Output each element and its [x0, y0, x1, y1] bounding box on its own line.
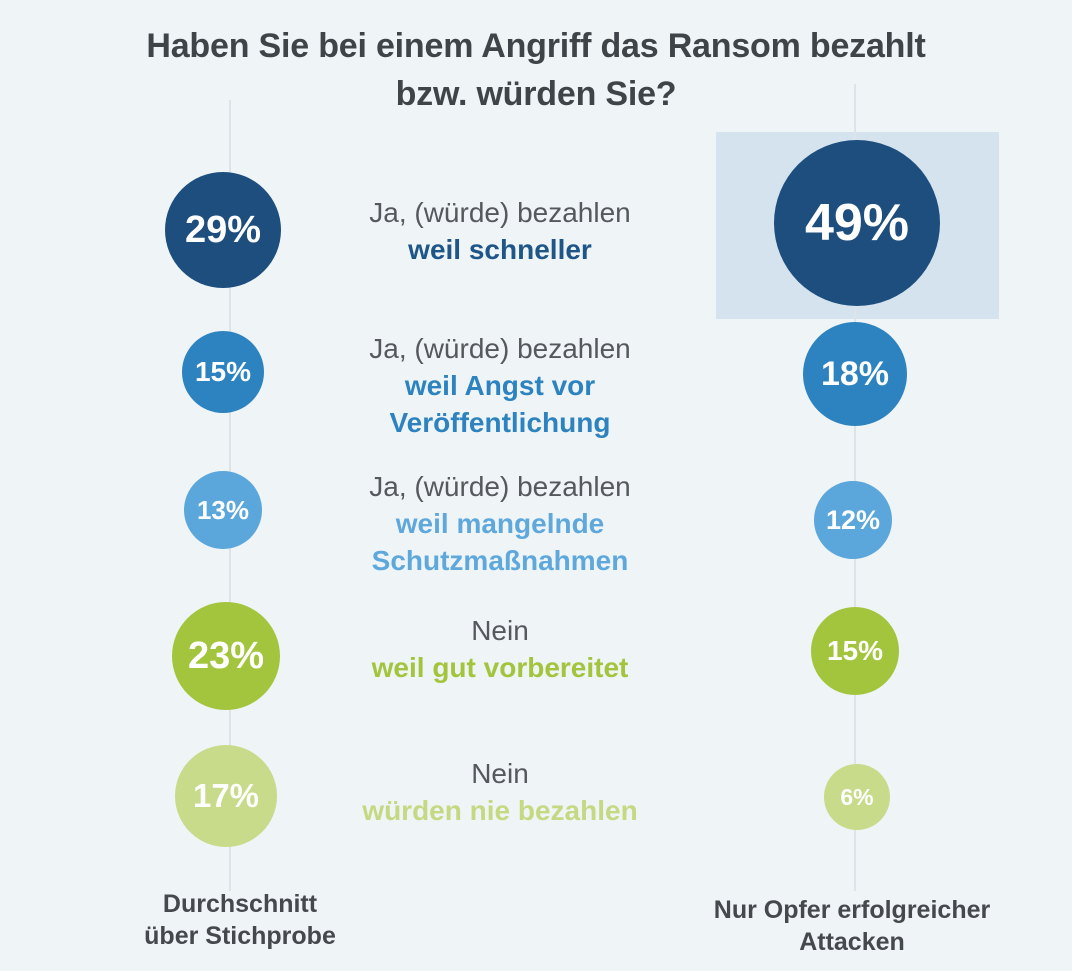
- right-bubble-row-2: 18%: [803, 322, 907, 426]
- left-bubble-row-5: 17%: [175, 745, 277, 847]
- row-label-block-4: Nein weil gut vorbereitet: [317, 612, 683, 686]
- row-label-block-1: Ja, (würde) bezahlen weil schneller: [317, 194, 683, 268]
- left-column-label: Durchschnitt über Stichprobe: [144, 890, 336, 950]
- row-answer-label: Ja, (würde) bezahlen: [369, 471, 631, 503]
- bubble-value-label: 15%: [194, 356, 252, 387]
- row-label-block-5: Nein würden nie bezahlen: [317, 755, 683, 829]
- right-bubble-row-4: 15%: [811, 607, 899, 695]
- right-bubble-row-1: 49%: [774, 140, 940, 306]
- chart-title: Haben Sie bei einem Angriff das Ransom b…: [146, 27, 926, 114]
- left-bubble-row-1: 29%: [165, 172, 281, 288]
- row-answer-label: Ja, (würde) bezahlen: [369, 196, 631, 228]
- right-bubble-row-5: 6%: [824, 764, 890, 830]
- row-answer-label: Nein: [471, 614, 529, 646]
- bubble-value-label: 13%: [196, 494, 250, 525]
- row-label-block-2: Ja, (würde) bezahlen weil Angst vor Veröf…: [317, 330, 683, 442]
- bubble-value-label: 18%: [820, 354, 890, 393]
- row-reason-label: weil Angst vor Veröffentlichung: [389, 370, 611, 439]
- right-column-label: Nur Opfer erfolgreicher Attacken: [713, 896, 991, 956]
- left-bubble-row-2: 15%: [182, 331, 264, 413]
- row-answer-label: Nein: [471, 757, 529, 789]
- right-bubble-row-3: 12%: [814, 481, 892, 559]
- row-label-block-3: Ja, (würde) bezahlen weil mangelnde Schut…: [317, 468, 683, 580]
- bubble-value-label: 49%: [804, 194, 910, 252]
- bubble-value-label: 15%: [826, 635, 884, 666]
- row-reason-label: würden nie bezahlen: [362, 795, 638, 826]
- bubble-value-label: 29%: [184, 208, 262, 251]
- row-reason-label: weil mangelnde Schutzmaßnahmen: [371, 508, 629, 577]
- bubble-value-label: 12%: [825, 504, 881, 535]
- left-bubble-row-4: 23%: [172, 602, 280, 710]
- row-reason-label: weil schneller: [408, 234, 592, 265]
- row-answer-label: Ja, (würde) bezahlen: [369, 333, 631, 365]
- bubble-value-label: 6%: [840, 783, 874, 810]
- bubble-value-label: 23%: [187, 634, 265, 677]
- bubble-value-label: 17%: [192, 777, 260, 814]
- row-reason-label: weil gut vorbereitet: [371, 652, 629, 683]
- left-bubble-row-3: 13%: [184, 471, 262, 549]
